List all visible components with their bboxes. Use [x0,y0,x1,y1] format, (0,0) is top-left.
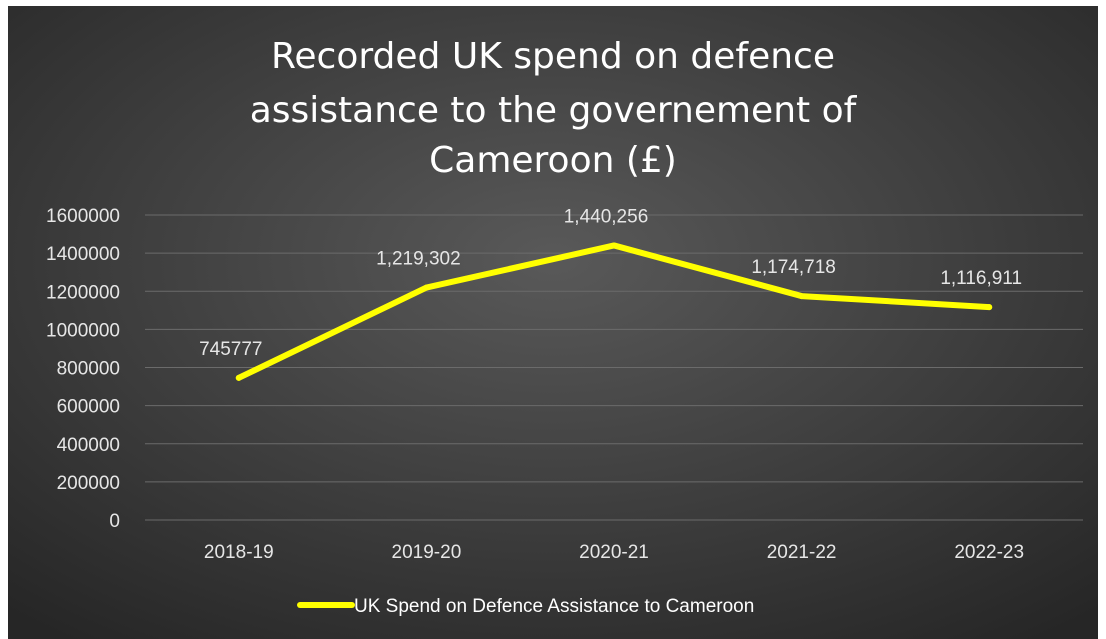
x-tick-label: 2022-23 [954,542,1024,563]
data-label: 1,174,718 [751,257,836,278]
y-tick-label: 1200000 [46,282,120,303]
chart-title-line-3: Cameroon (£) [429,140,677,181]
data-labels: 745777 1,219,302 1,440,256 1,174,718 1,116,9… [199,206,1022,359]
chart-title: Recorded UK spend on defence assistance … [250,36,858,181]
chart-background [8,6,1098,639]
data-point [798,293,805,300]
y-tick-label: 1600000 [46,206,120,227]
data-label: 1,116,911 [940,268,1022,289]
y-tick-label: 1000000 [46,320,120,341]
data-point [423,284,430,291]
y-tick-label: 200000 [57,473,120,494]
gridlines [145,214,1083,521]
data-point [235,374,242,381]
series-lines [235,242,993,381]
data-label: 1,219,302 [376,249,461,270]
x-tick-label: 2021-22 [767,542,837,563]
y-axis-tick-labels: 0 200000 400000 600000 800000 1000000 1200000 1… [46,206,120,532]
y-tick-label: 1400000 [46,244,120,265]
x-tick-label: 2019-20 [392,542,462,563]
data-label: 745777 [199,339,262,360]
y-tick-label: 600000 [57,397,120,418]
x-tick-label: 2020-21 [579,542,649,563]
data-point [611,242,617,249]
chart-title-line-2: assistance to the governement of [250,90,858,131]
y-tick-label: 0 [109,511,120,532]
chart-title-line-1: Recorded UK spend on defence [271,36,835,77]
x-tick-label: 2018-19 [204,542,274,563]
data-point [986,304,993,311]
legend: UK Spend on Defence Assistance to Camero… [297,596,754,617]
data-label: 1,440,256 [564,206,649,227]
legend-label: UK Spend on Defence Assistance to Camero… [354,596,754,617]
y-tick-label: 800000 [57,359,120,380]
x-axis-tick-labels: 2018-19 2019-20 2020-21 2021-22 2022-23 [204,542,1024,563]
y-tick-label: 400000 [57,435,120,456]
